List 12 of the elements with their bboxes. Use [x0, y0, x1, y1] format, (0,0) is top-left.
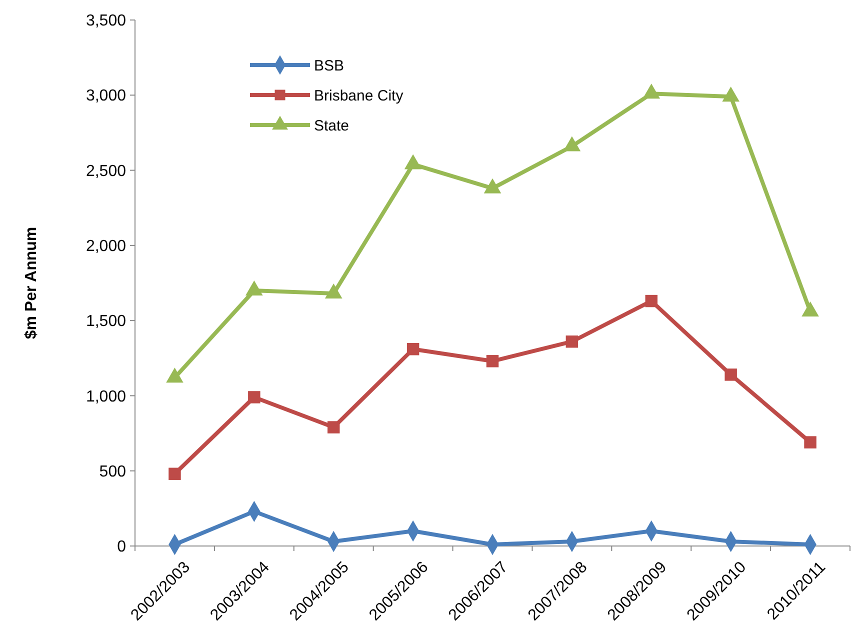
y-tick-label: 3,500 [86, 12, 126, 30]
y-tick-label: 2,000 [86, 238, 126, 256]
y-tick-label: 1,500 [86, 313, 126, 330]
y-tick-label: 500 [99, 463, 126, 480]
y-tick-label: 2,500 [86, 162, 126, 180]
legend-label: State [314, 117, 350, 134]
y-axis-title: $m Per Annum [23, 226, 40, 340]
legend-label: Brisbane City [314, 87, 404, 104]
legend-label: BSB [314, 57, 344, 74]
y-tick-label: 1,000 [86, 388, 126, 406]
y-tick-label: 0 [117, 538, 126, 556]
y-tick-label: 3,000 [86, 88, 126, 105]
